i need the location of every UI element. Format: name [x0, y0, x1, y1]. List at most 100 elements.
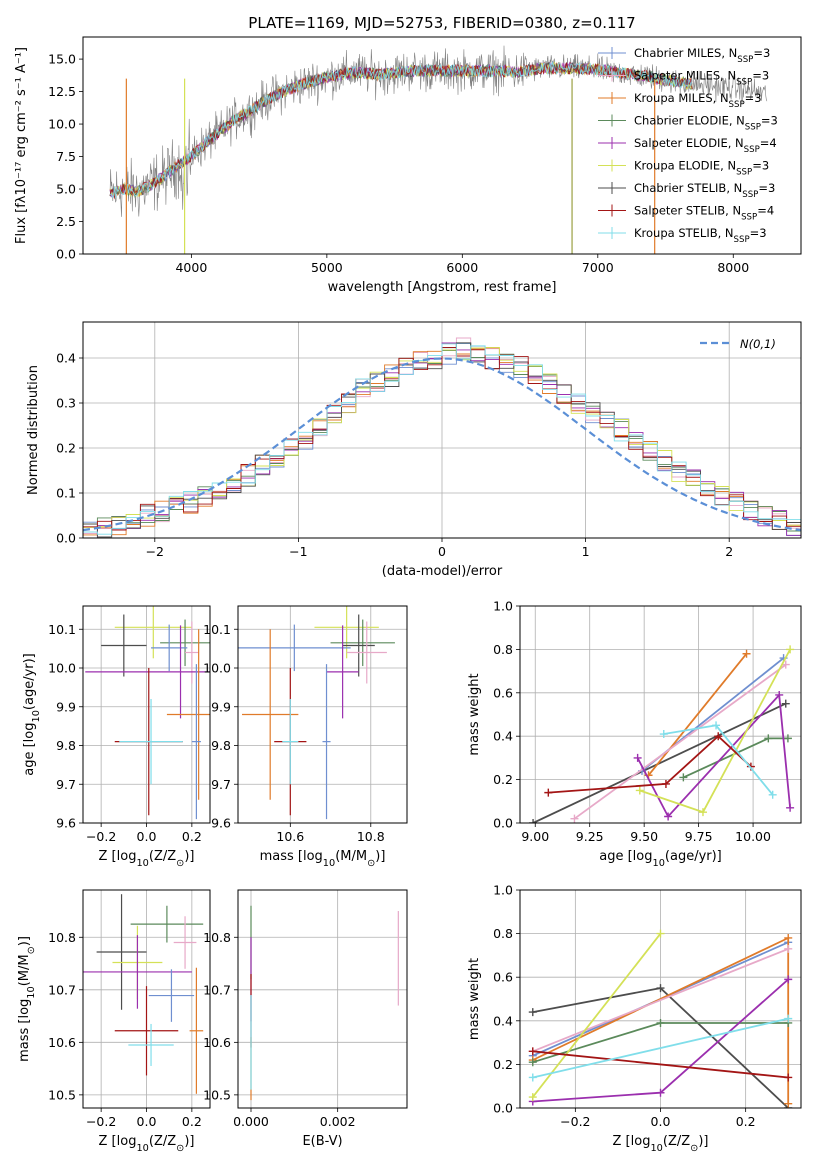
residual-histogram-9 — [83, 343, 801, 535]
x-tick-label: 6000 — [446, 260, 478, 275]
x-axis-label: (data-model)/error — [382, 564, 503, 579]
weight-point-marker — [784, 944, 793, 953]
axes-frame — [82, 36, 802, 255]
weight-point-marker — [786, 645, 795, 654]
plot-area — [109, 45, 768, 254]
legend-entry: Kroupa MILES, NSSP=3 — [634, 91, 762, 110]
y-tick-label: 9.8 — [211, 738, 231, 753]
weight-point-marker — [784, 1099, 793, 1108]
weight-point-marker — [529, 819, 538, 823]
y-tick-label: 9.8 — [56, 738, 76, 753]
weight-point-marker — [786, 803, 795, 812]
weight-point-marker — [664, 812, 673, 821]
weight-point-marker — [528, 1058, 537, 1067]
weight-line-7 — [532, 933, 662, 1098]
legend-entry: Chabrier ELODIE, NSSP=3 — [634, 114, 778, 133]
y-tick-label: 9.6 — [211, 816, 231, 831]
x-tick-label: 0.0 — [137, 1114, 157, 1129]
y-axis-label: mass [log10(M/M⊙)] — [17, 936, 37, 1062]
weight-line-4 — [532, 948, 789, 1053]
y-tick-label: 0.3 — [56, 396, 76, 411]
x-tick-label: 9.25 — [576, 829, 604, 844]
weight-point-marker — [528, 1093, 537, 1102]
chart-1: 4000 5000 6000 7000 8000 0.0 2.5 5.0 7.5 10.0 12.5… — [14, 14, 802, 295]
axes-frame — [237, 605, 408, 824]
model-spectrum-2 — [109, 61, 693, 198]
y-tick-label: 10.0 — [203, 661, 231, 676]
weight-point-marker — [712, 721, 721, 730]
y-tick-label: 0.6 — [493, 685, 513, 700]
y-tick-label: 1.0 — [493, 883, 513, 898]
x-axis-label: Z [log10(Z/Z⊙)] — [99, 849, 195, 869]
y-tick-label: 0.0 — [56, 531, 76, 546]
legend-entry: Kroupa STELIB, NSSP=3 — [634, 226, 767, 245]
weight-point-marker — [544, 788, 553, 797]
y-tick-label: 10.6 — [48, 1035, 76, 1050]
chart-title: PLATE=1169, MJD=52753, FIBERID=0380, z=0… — [248, 14, 635, 32]
x-axis-label: age [log10(age/yr)] — [599, 849, 722, 869]
model-spectrum-8 — [109, 61, 693, 200]
weight-point-marker — [742, 649, 751, 658]
chart-4: 10.6 10.8 9.6 9.7 9.8 9.9 10.0 10.1 mass [log10(… — [203, 605, 408, 869]
y-axis-label: mass weight — [467, 958, 482, 1040]
weight-line-9 — [532, 1017, 789, 1079]
chart-2: −2 −1 0 1 2 0.0 0.1 0.2 0.3 0.4 (data-model)/error… — [26, 321, 802, 579]
y-axis-label: Flux [fλ10⁻¹⁷ erg cm⁻² s⁻¹ A⁻¹] — [14, 47, 29, 244]
x-axis-label: E(B-V) — [302, 1134, 342, 1149]
weight-point-marker — [781, 660, 790, 669]
y-tick-label: 10.6 — [203, 1035, 231, 1050]
x-tick-label: −0.2 — [86, 829, 116, 844]
x-tick-label: 10.8 — [357, 829, 385, 844]
x-tick-label: 4000 — [175, 260, 207, 275]
weight-point-marker — [633, 753, 642, 762]
legend-entry: Chabrier STELIB, NSSP=3 — [634, 181, 775, 200]
y-tick-label: 0.4 — [493, 729, 513, 744]
axes-frame — [519, 889, 802, 1109]
y-tick-label: 0.6 — [493, 970, 513, 985]
weight-point-marker — [635, 786, 644, 795]
y-tick-label: 10.7 — [203, 982, 231, 997]
x-tick-label: −1 — [289, 544, 307, 559]
plot-area — [83, 894, 204, 1094]
legend-entry: N(0,1) — [740, 337, 776, 351]
y-axis-label: age [log10(age/yr)] — [22, 653, 42, 776]
y-tick-label: 10.1 — [48, 622, 76, 637]
weight-point-marker — [784, 975, 793, 984]
x-axis-label: mass [log10(M/M⊙)] — [260, 849, 386, 869]
y-tick-label: 0.8 — [493, 926, 513, 941]
x-tick-label: 9.75 — [685, 829, 713, 844]
y-tick-label: 9.9 — [211, 699, 231, 714]
x-tick-label: 9.50 — [630, 829, 658, 844]
weight-point-marker — [781, 699, 790, 708]
weight-point-marker — [661, 779, 670, 788]
weight-point-marker — [768, 790, 777, 799]
x-tick-label: 10.00 — [735, 829, 771, 844]
x-axis-label: Z [log10(Z/Z⊙)] — [99, 1134, 195, 1154]
x-axis-label: Z [log10(Z/Z⊙)] — [613, 1134, 709, 1154]
x-tick-label: 5000 — [311, 260, 343, 275]
weight-line-6 — [636, 692, 791, 819]
weight-point-marker — [784, 1073, 793, 1082]
weight-point-marker — [656, 929, 665, 938]
y-tick-label: 10.0 — [48, 117, 76, 132]
y-tick-label: 0.4 — [493, 1013, 513, 1028]
x-tick-label: −0.2 — [86, 1114, 116, 1129]
y-tick-label: 0.2 — [493, 1057, 513, 1072]
x-tick-label: 0.0 — [137, 829, 157, 844]
legend-entry: Salpeter ELODIE, NSSP=4 — [634, 136, 777, 155]
weight-line-4 — [573, 663, 787, 820]
weight-point-marker — [528, 1008, 537, 1017]
x-tick-label: 9.00 — [521, 829, 549, 844]
model-spectrum-7 — [109, 61, 693, 198]
y-tick-label: 10.8 — [203, 930, 231, 945]
y-tick-label: 0.2 — [493, 772, 513, 787]
y-tick-label: 2.5 — [56, 214, 76, 229]
plot-area — [83, 337, 801, 538]
plot-area — [238, 606, 395, 820]
gaussian-curve — [83, 357, 801, 532]
y-tick-label: 9.7 — [211, 777, 231, 792]
y-tick-label: 10.5 — [203, 1087, 231, 1102]
weight-point-marker — [784, 933, 793, 942]
residual-histogram-8 — [83, 346, 801, 531]
